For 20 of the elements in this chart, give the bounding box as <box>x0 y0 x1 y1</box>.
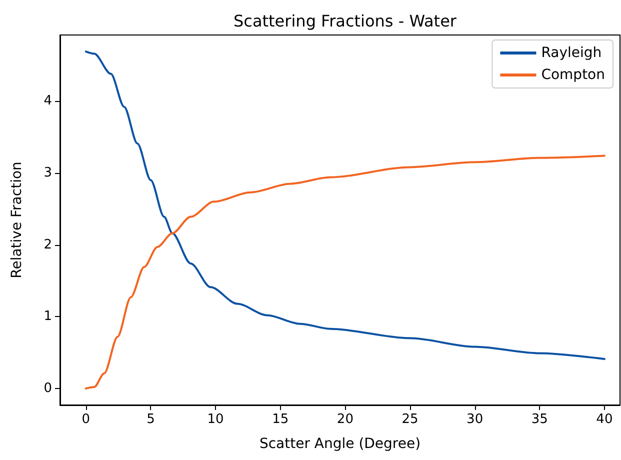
y-axis-title: Relative Fraction <box>9 162 25 278</box>
x-tick-label: 5 <box>146 412 155 427</box>
chart-title: Scattering Fractions - Water <box>234 12 457 30</box>
y-tick-label: 4 <box>44 94 52 109</box>
x-tick-label: 15 <box>272 412 289 427</box>
y-tick-label: 0 <box>44 380 52 396</box>
legend-label: Rayleigh <box>541 45 602 61</box>
x-axis-title: Scatter Angle (Degree) <box>259 436 421 452</box>
x-tick-label: 0 <box>82 412 90 427</box>
legend-label: Compton <box>541 67 606 83</box>
x-tick-label: 30 <box>466 412 484 427</box>
x-tick-label: 10 <box>207 412 224 427</box>
y-tick-label: 3 <box>44 165 52 180</box>
y-tick-label: 2 <box>44 237 52 252</box>
y-tick-label: 1 <box>44 309 52 324</box>
line-series <box>84 154 606 390</box>
x-tick-label: 20 <box>336 412 354 427</box>
x-tick-label: 40 <box>596 412 613 427</box>
x-tick-label: 25 <box>402 412 418 427</box>
x-tick-label: 35 <box>531 412 548 427</box>
